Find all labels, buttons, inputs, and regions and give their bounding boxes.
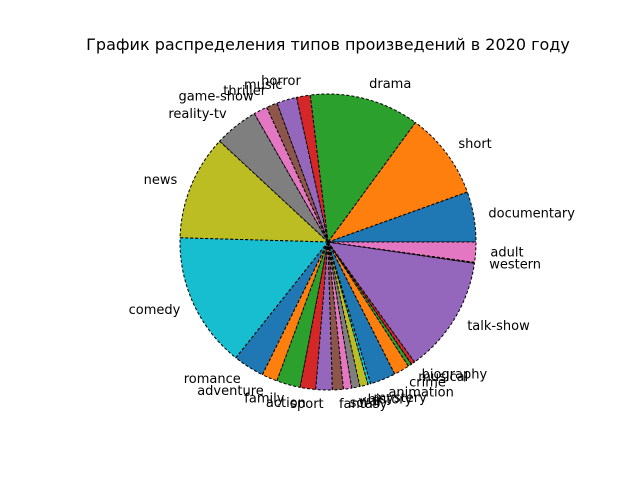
pie-label-biography: biography [422,368,488,383]
pie-label-thriller: thriller [223,84,267,99]
pie-slice-animation [327,241,396,385]
pie-slice-news [179,140,330,243]
pie-slice-documentary [327,191,477,243]
pie-slice-romance [235,241,329,376]
pie-label-fantasy: fantasy [339,397,388,412]
pie-slice-music [276,96,329,243]
chart-title: График распределения типов произведений … [86,35,570,54]
pie-slice-comedy [179,237,330,359]
pie-label-sport: sport [290,397,323,412]
pie-label-drama: drama [369,77,411,92]
pie-label-crime: crime [409,376,446,391]
pie-label-documentary: documentary [488,207,575,222]
pie-label-romance: romance [184,372,241,387]
pie-label-short: short [458,137,491,152]
pie-slice-talk-show [326,241,476,363]
pie-label-talk-show: talk-show [467,319,530,334]
pie-label-news: news [144,173,178,188]
pie-label-music: music [244,78,282,93]
pie-slice-crime [327,241,410,375]
pie-slice-action [299,241,329,391]
pie-label-sci-fi: sci-fi [350,396,380,411]
pie-label-musical: musical [418,370,468,385]
pie-label-family: family [244,391,284,406]
pie-label-adult: adult [490,246,523,261]
pie-slice-game-show [253,106,329,243]
pie-slice-short [326,121,468,244]
pie-label-game-show: game-show [178,90,254,105]
pie-slices [179,93,477,391]
pie-label-horror: horror [261,74,301,89]
pie-slice-adventure [261,241,329,382]
pie-label-animation: animation [388,386,453,401]
pie-label-history: history [368,392,413,407]
pie-label-reality-tv: reality-tv [168,107,227,122]
pie-slice-drama [309,93,417,244]
pie-label-adventure: adventure [197,384,264,399]
pie-slice-sport [315,241,333,391]
pie-label-war: war [359,394,384,409]
pie-label-action: action [266,396,306,411]
pie-label-western: western [489,257,541,272]
pie-slice-adult [327,241,477,263]
pie-label-comedy: comedy [129,303,181,318]
pie-labels: documentary short drama horrormusicthriller… [129,74,576,412]
pie-label-mystery: mystery [374,391,428,406]
